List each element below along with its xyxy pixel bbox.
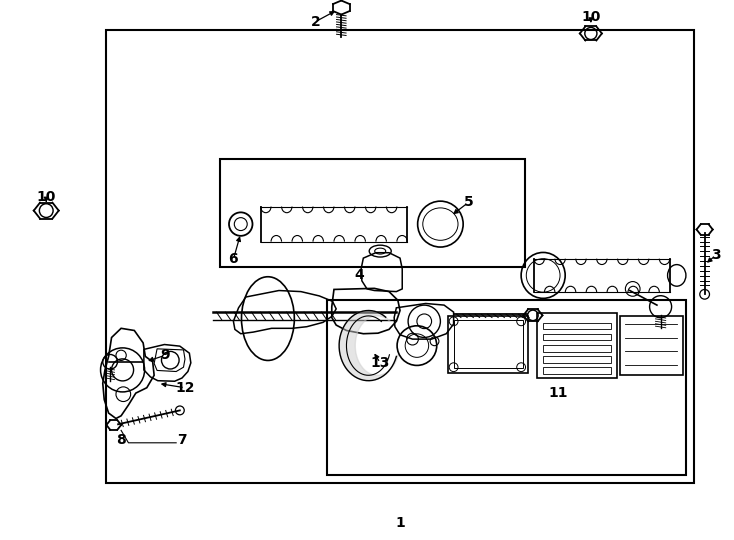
Text: 13: 13 (371, 356, 390, 370)
Bar (106, 30, 694, 483)
Bar (537, 313, 617, 378)
Text: 7: 7 (177, 433, 187, 447)
Bar (620, 316, 683, 375)
Polygon shape (339, 310, 399, 381)
Bar (543, 356, 611, 363)
Bar (327, 300, 686, 475)
Bar (448, 316, 528, 373)
Text: 3: 3 (711, 248, 721, 262)
Text: 2: 2 (310, 15, 321, 29)
Text: 4: 4 (355, 268, 365, 282)
Text: 9: 9 (160, 348, 170, 362)
Text: 10: 10 (581, 10, 600, 24)
Text: 6: 6 (228, 252, 239, 266)
Bar (543, 334, 611, 341)
Bar (543, 323, 611, 329)
Text: 11: 11 (548, 386, 567, 400)
Bar (543, 367, 611, 374)
Text: 12: 12 (175, 381, 195, 395)
Bar (220, 159, 525, 267)
Text: 1: 1 (395, 516, 405, 530)
Bar (543, 345, 611, 352)
Bar (454, 320, 523, 368)
Text: 5: 5 (463, 195, 473, 210)
Text: 10: 10 (37, 190, 56, 204)
Text: 8: 8 (116, 433, 126, 447)
